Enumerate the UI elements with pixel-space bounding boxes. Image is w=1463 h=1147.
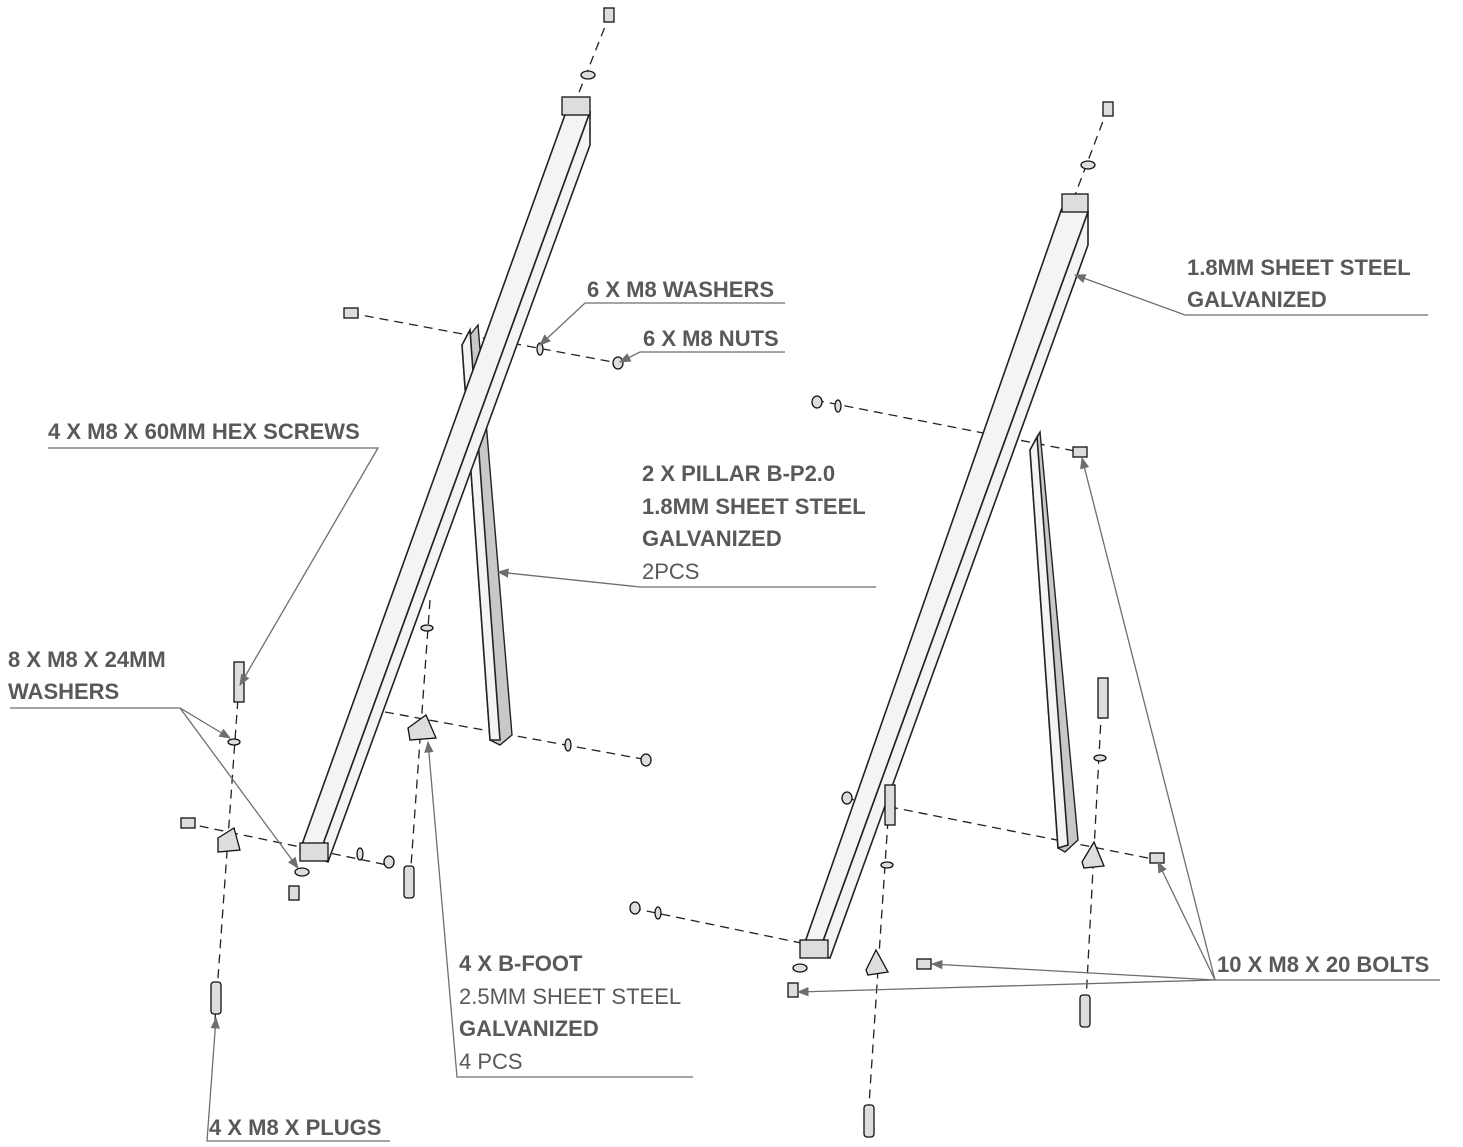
leader (1157, 860, 1216, 981)
label: 4 X B-FOOT (459, 951, 583, 976)
b-foot (865, 948, 890, 976)
b-foot (1081, 840, 1105, 869)
axis-line (844, 797, 1159, 861)
top-plate (1061, 193, 1089, 213)
washer (227, 738, 241, 746)
washer (580, 70, 596, 80)
left-assembly (180, 7, 652, 1021)
leader (179, 707, 299, 869)
leader (539, 302, 785, 346)
bottom-plate (799, 939, 829, 959)
label: 10 X M8 X 20 BOLTS (1217, 952, 1429, 977)
plug (1079, 994, 1091, 1028)
bottom-plate (299, 842, 329, 862)
plug (210, 981, 222, 1015)
axis-line (1074, 107, 1109, 196)
leader (618, 351, 785, 363)
nut (811, 395, 823, 409)
bolt (1102, 101, 1114, 117)
washer (294, 867, 310, 877)
nut (841, 791, 853, 805)
pillar-side (316, 111, 591, 864)
nut (640, 753, 652, 767)
label: 2.5MM SHEET STEEL (459, 984, 681, 1009)
bolt (1149, 852, 1165, 864)
bolt (603, 7, 615, 23)
washer (880, 861, 894, 869)
label: 6 X M8 NUTS (643, 326, 779, 351)
label: GALVANIZED (459, 1016, 599, 1041)
washer (792, 963, 808, 973)
right-assembly (629, 101, 1165, 1138)
b-foot (407, 714, 437, 741)
labels: 6 X M8 WASHERS 6 X M8 NUTS 4 X M8 X 60MM… (8, 255, 1429, 1140)
pillar-side (816, 211, 1089, 959)
leader (10, 707, 232, 739)
washer (564, 738, 572, 752)
plug (863, 1104, 875, 1138)
leader (496, 568, 876, 588)
hex-screw (884, 784, 896, 826)
leaders (10, 274, 1440, 1142)
axis-line (575, 13, 611, 101)
label: GALVANIZED (1187, 287, 1327, 312)
washer (654, 906, 662, 920)
nut (629, 901, 641, 915)
leader (206, 1016, 390, 1142)
label: 2 X PILLAR B-P2.0 (642, 461, 835, 486)
bolt (1072, 446, 1088, 458)
hex-screw (1097, 677, 1109, 719)
axis-line (214, 669, 241, 1021)
top-plate (561, 96, 591, 116)
brace-face (1029, 434, 1069, 850)
plug (403, 865, 415, 899)
leader (1080, 456, 1440, 981)
bolt (180, 817, 196, 829)
label: 4 X M8 X 60MM HEX SCREWS (48, 419, 360, 444)
leader (48, 447, 380, 687)
leader (1073, 274, 1428, 316)
label: GALVANIZED (642, 526, 782, 551)
axis-line (409, 599, 431, 881)
label: 8 X M8 X 24MM (8, 647, 166, 672)
hex-screw (233, 661, 245, 703)
label: 4 PCS (459, 1049, 523, 1074)
bolt (343, 307, 359, 319)
pillar (298, 111, 592, 860)
label: 1.8MM SHEET STEEL (642, 494, 866, 519)
label: 6 X M8 WASHERS (587, 277, 774, 302)
bolt (787, 982, 799, 998)
b-foot (217, 826, 241, 853)
leader (930, 959, 1216, 981)
washer (834, 399, 842, 413)
label: 4 X M8 X PLUGS (209, 1115, 381, 1140)
bolt (916, 958, 932, 970)
leader (424, 740, 693, 1078)
washer (356, 847, 364, 861)
washer (1080, 160, 1096, 170)
leader (796, 979, 1216, 997)
label: WASHERS (8, 679, 119, 704)
label: 2PCS (642, 559, 699, 584)
washer (420, 624, 434, 632)
nut (383, 855, 395, 869)
label: 1.8MM SHEET STEEL (1187, 255, 1411, 280)
washer (1093, 754, 1107, 762)
nut (612, 356, 624, 370)
axis-line (184, 822, 393, 867)
bolt (288, 885, 300, 901)
